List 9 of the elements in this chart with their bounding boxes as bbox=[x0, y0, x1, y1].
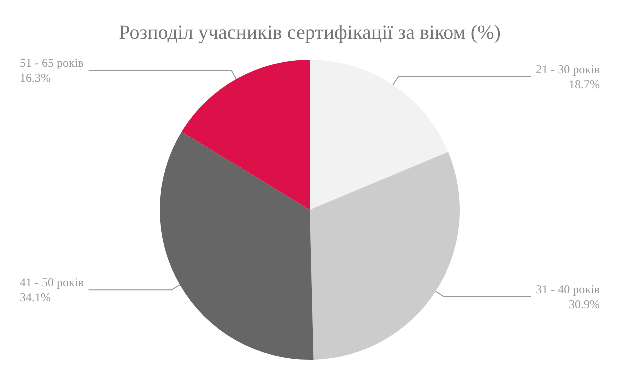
data-label: 34.1% bbox=[20, 290, 51, 305]
data-label: 16.3% bbox=[20, 71, 51, 86]
slice-label: 41 - 50 років bbox=[20, 276, 84, 290]
slice-label: 21 - 30 років bbox=[536, 62, 600, 76]
slice-label: 51 - 65 років bbox=[20, 56, 84, 70]
chart-title: Розподіл учасників сертифікації за віком (%) bbox=[119, 22, 501, 44]
data-label: 18.7% bbox=[569, 77, 600, 92]
slice-label: 31 - 40 років bbox=[536, 282, 600, 296]
data-label: 30.9% bbox=[569, 298, 600, 312]
